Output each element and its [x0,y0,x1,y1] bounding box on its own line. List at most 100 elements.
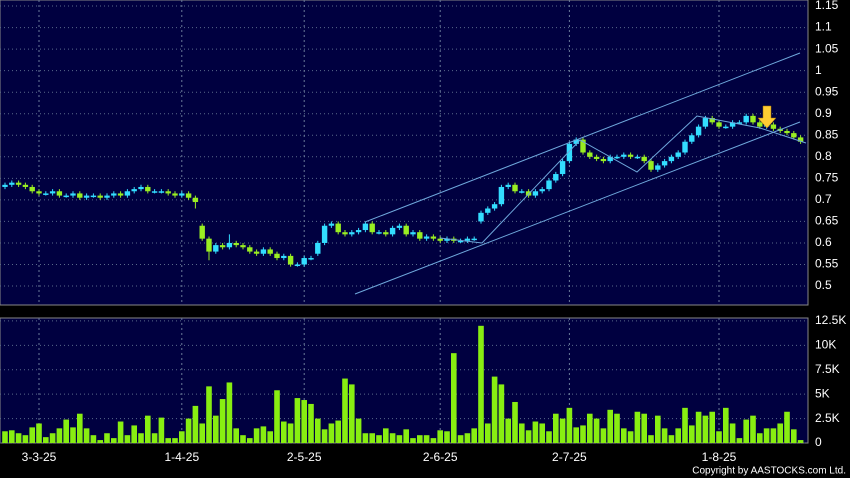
volume-bar [410,438,416,443]
volume-tick-label: 5K [815,386,830,400]
x-tick-label: 2-5-25 [287,450,322,464]
y-tick-label: 0.5 [815,278,832,292]
candle-body [709,118,715,123]
candle-body [627,154,634,157]
candle-body [607,156,613,162]
candle-body [151,191,158,193]
volume-bar [614,413,620,443]
candle-body [532,191,539,196]
volume-bar [179,431,185,443]
volume-bar [417,435,423,443]
candle-body [648,161,654,170]
volume-bar [634,411,641,443]
candle-body [784,130,790,134]
candle-body [274,253,280,259]
candle-body [403,225,409,235]
volume-bar [131,425,137,443]
candle-body [437,238,443,241]
candle-body [70,193,76,196]
y-tick-label: 1.1 [815,20,832,34]
volume-bar [655,415,661,443]
volume-bar [165,438,171,443]
candle-body [349,232,355,235]
y-tick-label: 0.55 [815,257,839,271]
volume-bar [192,405,199,443]
candle-body [546,180,552,190]
volume-bar [648,435,654,443]
candle-body [376,232,382,234]
candle-body [695,126,702,136]
volume-bar [253,428,260,443]
volume-bar [145,415,151,443]
volume-bar [675,428,681,443]
candle-body [138,186,144,190]
volume-bar [750,415,756,443]
candle-body [716,122,722,127]
volume-bar [485,423,491,443]
candle-body [485,208,491,213]
candle-body [22,184,29,187]
candle-body [267,249,273,254]
volume-bar [260,426,267,443]
candle-body [655,165,661,170]
volume-bar [90,435,97,443]
candle-body [478,212,484,222]
volume-bar [723,407,729,443]
volume-bar [70,427,76,443]
volume-bar [512,401,518,443]
volume-tick-label: 2.5K [815,411,840,425]
volume-bar [600,428,607,443]
volume-bar [580,425,586,443]
volume-bar [43,437,49,443]
candle-body [315,242,321,254]
y-tick-label: 1 [815,63,822,77]
candle-body [580,139,586,153]
candle-body [308,258,314,260]
candle-body [355,230,362,233]
volume-bar [668,435,675,443]
candle-body [362,223,369,231]
volume-bar [213,415,219,443]
candle-body [369,223,375,233]
y-tick-label: 0.7 [815,192,832,206]
candle-body [9,182,15,185]
volume-bar [29,427,35,443]
volume-bar [736,438,743,443]
candle-body [158,191,165,193]
volume-bar [423,435,430,443]
candle-body [15,182,22,185]
candle-body [63,195,69,198]
volume-bar [559,418,566,443]
volume-bar [206,386,212,443]
candle-body [668,156,675,162]
candle-body [457,240,464,243]
candle-body [83,195,90,198]
volume-bar [15,433,22,443]
volume-bar [287,423,294,443]
volume-bar [702,415,709,443]
volume-tick-label: 10K [815,338,836,352]
candle-body [389,227,396,235]
candle-body [444,238,450,241]
candle-body [294,264,301,267]
volume-bar [158,417,165,443]
candle-body [219,245,226,248]
volume-bar [219,399,226,443]
candle-body [757,122,763,127]
candle-body [111,193,117,196]
candle-body [498,186,505,205]
y-tick-label: 0.95 [815,84,839,98]
candle-body [342,232,348,235]
candle-body [505,184,511,187]
volume-bar [342,378,348,443]
candle-body [675,152,681,157]
volume-bar [233,428,239,443]
volume-bar [587,413,593,443]
candle-body [559,161,566,175]
candle-body [301,258,307,265]
volume-bar [396,435,403,443]
candle-body [240,245,246,248]
x-tick-label: 1-4-25 [164,450,199,464]
volume-bar [247,438,253,443]
